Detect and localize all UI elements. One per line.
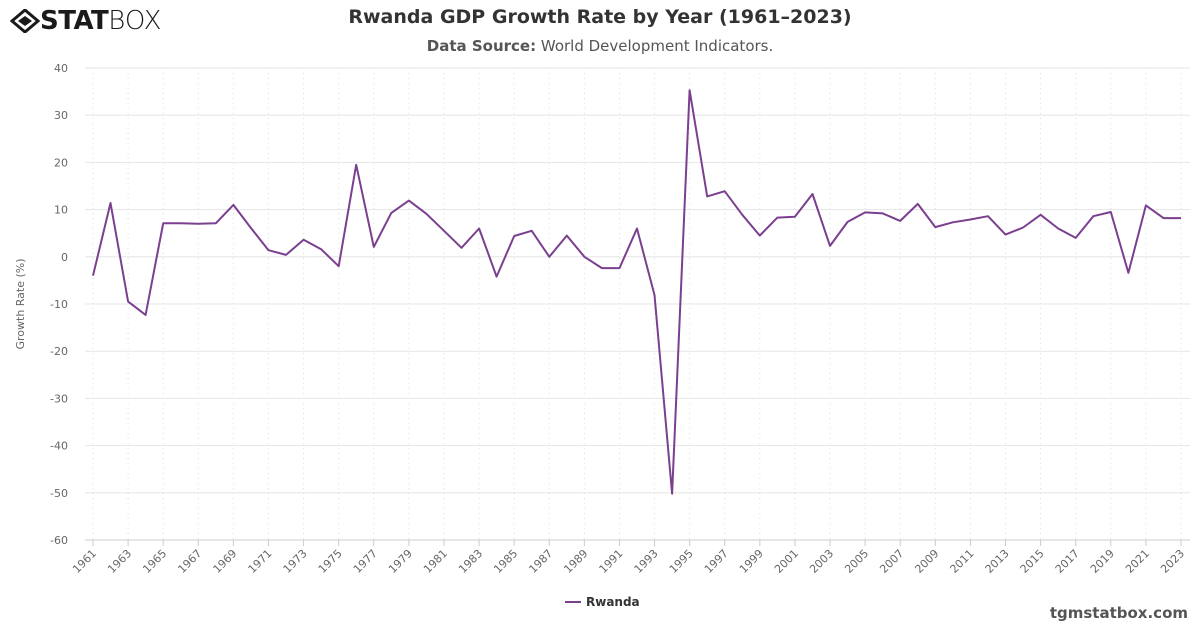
x-tick-label: 2019 — [1088, 547, 1117, 576]
x-tick-label: 1977 — [351, 547, 380, 576]
logo-text: STAT — [40, 6, 109, 36]
x-tick-label: 1983 — [456, 547, 485, 576]
chart-subtitle: Data Source: World Development Indicator… — [0, 37, 1200, 55]
y-tick-label: 0 — [61, 251, 68, 264]
x-tick-label: 2021 — [1123, 547, 1152, 576]
x-tick-label: 1989 — [561, 547, 590, 576]
x-tick-label: 2003 — [807, 547, 836, 576]
x-tick-label: 1971 — [246, 547, 275, 576]
y-tick-label: -30 — [50, 392, 68, 405]
y-axis-title: Growth Rate (%) — [14, 258, 27, 349]
x-tick-label: 1965 — [140, 547, 169, 576]
x-tick-label: 2005 — [842, 547, 871, 576]
legend-label: Rwanda — [586, 595, 640, 609]
statbox-logo: STAT BOX — [10, 6, 161, 36]
x-tick-label: 1981 — [421, 547, 450, 576]
x-tick-label: 1967 — [175, 547, 204, 576]
y-tick-label: -40 — [50, 440, 68, 453]
diamond-logo-icon — [10, 9, 40, 33]
x-tick-label: 1995 — [667, 547, 696, 576]
x-tick-label: 1979 — [386, 547, 415, 576]
y-tick-label: -10 — [50, 298, 68, 311]
x-tick-label: 1975 — [316, 547, 345, 576]
subtitle-value: World Development Indicators. — [540, 37, 774, 55]
y-tick-label: -60 — [50, 534, 68, 547]
x-tick-label: 1987 — [526, 547, 555, 576]
x-tick-label: 1991 — [597, 547, 626, 576]
x-tick-label: 1999 — [737, 547, 766, 576]
y-tick-label: 40 — [54, 62, 68, 75]
x-tick-label: 2001 — [772, 547, 801, 576]
x-tick-label: 1985 — [491, 547, 520, 576]
y-tick-label: -20 — [50, 345, 68, 358]
watermark: tgmstatbox.com — [1049, 604, 1188, 622]
y-tick-label: 20 — [54, 156, 68, 169]
x-tick-label: 2023 — [1158, 547, 1187, 576]
y-tick-label: 30 — [54, 109, 68, 122]
x-tick-label: 2007 — [877, 547, 906, 576]
x-tick-label: 1963 — [105, 547, 134, 576]
x-tick-label: 2009 — [912, 547, 941, 576]
y-tick-label: -50 — [50, 487, 68, 500]
x-tick-label: 1969 — [211, 547, 240, 576]
x-tick-label: 2017 — [1053, 547, 1082, 576]
subtitle-label: Data Source: — [426, 37, 537, 55]
chart-title: Rwanda GDP Growth Rate by Year (1961–202… — [348, 6, 852, 28]
x-tick-label: 2011 — [948, 547, 977, 576]
x-tick-label: 1997 — [702, 547, 731, 576]
x-tick-label: 1993 — [632, 547, 661, 576]
series-line-rwanda — [92, 89, 1181, 495]
x-tick-label: 2013 — [983, 547, 1012, 576]
x-tick-label: 1961 — [70, 547, 99, 576]
x-tick-label: 1973 — [281, 547, 310, 576]
y-tick-label: 10 — [54, 204, 68, 217]
x-tick-label: 2015 — [1018, 547, 1047, 576]
